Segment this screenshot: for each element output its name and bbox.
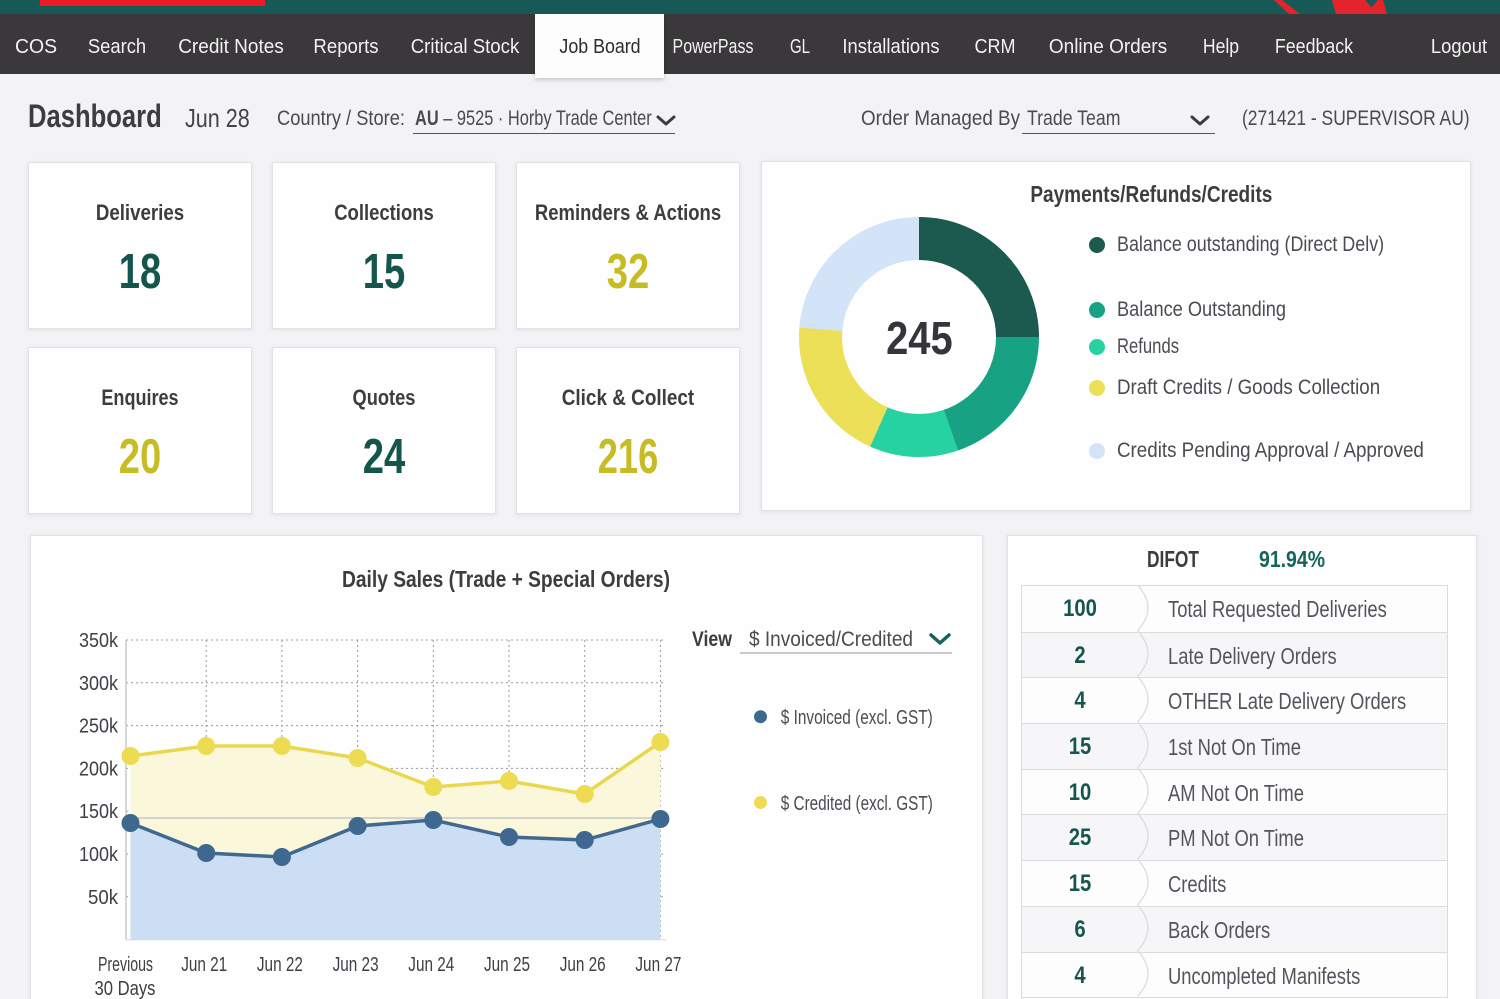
svg-text:200k: 200k bbox=[79, 758, 119, 780]
svg-text:Jun 26: Jun 26 bbox=[560, 954, 606, 976]
svg-text:300k: 300k bbox=[79, 673, 119, 695]
svg-text:50k: 50k bbox=[88, 887, 119, 909]
svg-text:Jun 22: Jun 22 bbox=[257, 954, 303, 976]
svg-text:$ Credited (excl. GST): $ Credited (excl. GST) bbox=[781, 793, 933, 815]
svg-text:30 Days: 30 Days bbox=[95, 978, 156, 999]
svg-text:150k: 150k bbox=[79, 801, 119, 823]
svg-text:Jun 24: Jun 24 bbox=[408, 954, 454, 976]
svg-text:Jun 21: Jun 21 bbox=[181, 954, 227, 976]
svg-text:Jun 27: Jun 27 bbox=[635, 954, 681, 976]
svg-text:Previous: Previous bbox=[98, 954, 153, 976]
svg-text:250k: 250k bbox=[79, 716, 119, 738]
svg-text:100k: 100k bbox=[79, 844, 119, 866]
svg-text:View: View bbox=[692, 628, 733, 651]
svg-text:350k: 350k bbox=[79, 630, 119, 652]
svg-text:Daily Sales (Trade + Special O: Daily Sales (Trade + Special Orders) bbox=[342, 566, 670, 592]
svg-text:$ Invoiced (excl. GST): $ Invoiced (excl. GST) bbox=[781, 707, 933, 729]
svg-text:Jun 23: Jun 23 bbox=[333, 954, 379, 976]
svg-text:$ Invoiced/Credited: $ Invoiced/Credited bbox=[749, 628, 913, 651]
svg-text:Jun 25: Jun 25 bbox=[484, 954, 530, 976]
